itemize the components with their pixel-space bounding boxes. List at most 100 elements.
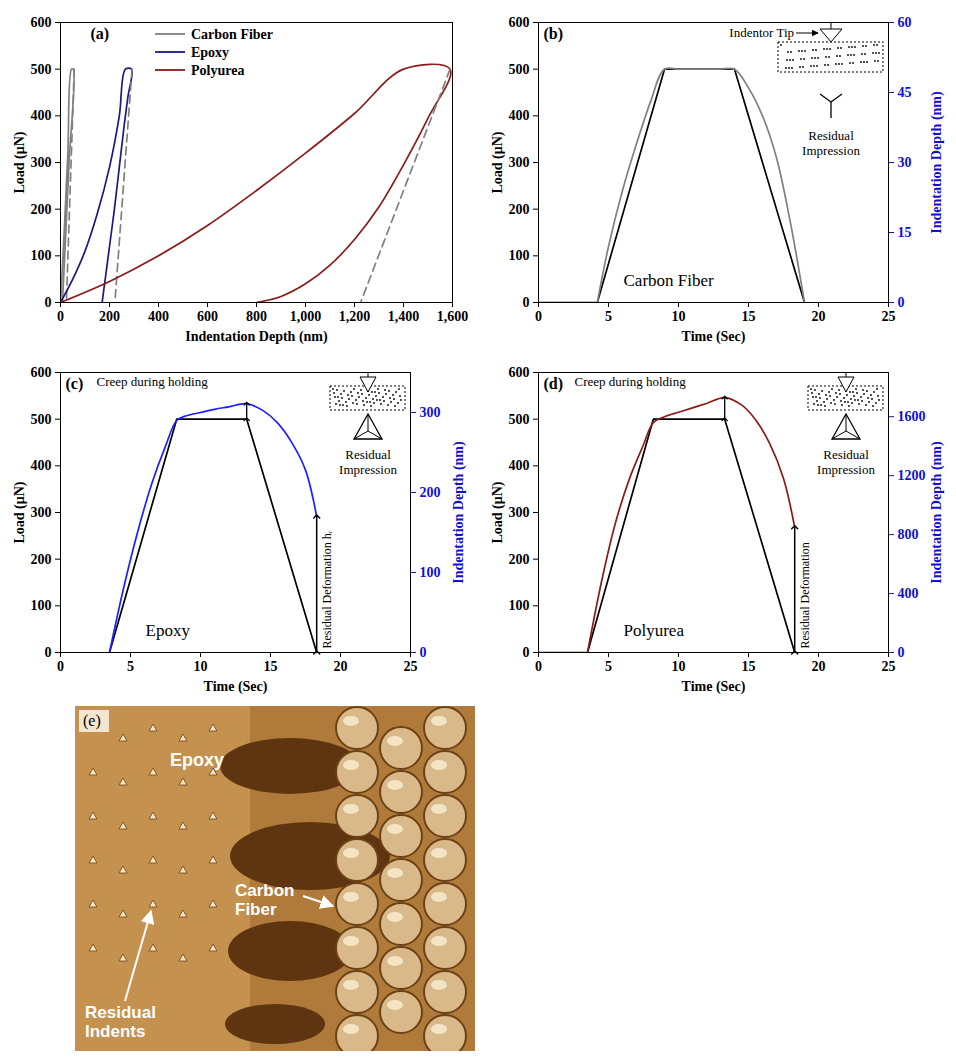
- svg-text:25: 25: [882, 659, 896, 674]
- svg-text:400: 400: [31, 458, 52, 473]
- svg-text:0: 0: [420, 645, 427, 660]
- svg-text:600: 600: [31, 15, 52, 30]
- svg-text:(b): (b): [544, 25, 564, 43]
- svg-text:800: 800: [246, 309, 267, 324]
- svg-text:Indentation Depth (nm): Indentation Depth (nm): [451, 441, 467, 584]
- svg-text:Epoxy: Epoxy: [146, 621, 191, 640]
- svg-text:1,000: 1,000: [290, 309, 322, 324]
- svg-text:Residual: Residual: [823, 447, 869, 462]
- svg-text:0: 0: [523, 295, 530, 310]
- svg-text:20: 20: [812, 659, 826, 674]
- svg-text:Fiber: Fiber: [235, 900, 277, 919]
- svg-text:0: 0: [45, 295, 52, 310]
- svg-text:100: 100: [31, 598, 52, 613]
- svg-text:Load (μN): Load (μN): [12, 481, 28, 543]
- svg-text:5: 5: [127, 659, 134, 674]
- svg-text:Time (Sec): Time (Sec): [682, 329, 746, 345]
- svg-text:500: 500: [31, 62, 52, 77]
- svg-text:600: 600: [509, 365, 530, 380]
- svg-text:300: 300: [509, 155, 530, 170]
- svg-text:200: 200: [420, 485, 441, 500]
- svg-text:500: 500: [509, 62, 530, 77]
- svg-text:Carbon: Carbon: [235, 881, 295, 900]
- svg-text:0: 0: [898, 295, 905, 310]
- svg-text:25: 25: [404, 659, 418, 674]
- svg-text:10: 10: [194, 659, 208, 674]
- svg-text:Time (Sec): Time (Sec): [682, 679, 746, 695]
- svg-text:500: 500: [31, 412, 52, 427]
- svg-text:300: 300: [420, 405, 441, 420]
- svg-text:1200: 1200: [898, 468, 926, 483]
- svg-text:400: 400: [509, 108, 530, 123]
- svg-text:20: 20: [334, 659, 348, 674]
- svg-text:0: 0: [45, 645, 52, 660]
- svg-text:1600: 1600: [898, 409, 926, 424]
- svg-text:Residual Deformation hᵣ: Residual Deformation hᵣ: [320, 530, 334, 648]
- svg-text:0: 0: [523, 645, 530, 660]
- svg-text:400: 400: [509, 458, 530, 473]
- svg-text:Time (Sec): Time (Sec): [204, 679, 268, 695]
- svg-text:Polyurea: Polyurea: [191, 63, 244, 78]
- svg-text:Residual: Residual: [85, 1003, 156, 1022]
- svg-text:20: 20: [812, 309, 826, 324]
- svg-text:Polyurea: Polyurea: [624, 621, 685, 640]
- svg-text:800: 800: [898, 527, 919, 542]
- svg-text:0: 0: [57, 309, 64, 324]
- svg-text:5: 5: [605, 309, 612, 324]
- svg-text:Load (μN): Load (μN): [12, 131, 28, 193]
- svg-text:100: 100: [31, 248, 52, 263]
- svg-text:Residual: Residual: [345, 447, 391, 462]
- svg-text:0: 0: [535, 309, 542, 324]
- svg-text:Indentor Tip: Indentor Tip: [729, 25, 794, 40]
- svg-text:600: 600: [509, 15, 530, 30]
- svg-text:Indentation Depth (nm): Indentation Depth (nm): [185, 329, 328, 345]
- svg-text:(a): (a): [91, 25, 110, 43]
- svg-text:5: 5: [605, 659, 612, 674]
- svg-text:Indents: Indents: [85, 1022, 145, 1041]
- svg-text:600: 600: [197, 309, 218, 324]
- svg-text:Epoxy: Epoxy: [191, 45, 229, 60]
- svg-text:300: 300: [509, 505, 530, 520]
- svg-text:15: 15: [898, 225, 912, 240]
- svg-text:Load (μN): Load (μN): [490, 131, 506, 193]
- svg-text:300: 300: [31, 155, 52, 170]
- svg-text:1,400: 1,400: [388, 309, 420, 324]
- svg-text:100: 100: [420, 565, 441, 580]
- svg-text:300: 300: [31, 505, 52, 520]
- svg-text:Impression: Impression: [802, 143, 860, 158]
- svg-text:Residual: Residual: [808, 128, 854, 143]
- svg-text:Carbon Fiber: Carbon Fiber: [624, 271, 715, 290]
- svg-text:1,600: 1,600: [437, 309, 469, 324]
- svg-text:Epoxy: Epoxy: [170, 750, 224, 770]
- svg-text:200: 200: [509, 552, 530, 567]
- svg-text:25: 25: [882, 309, 896, 324]
- svg-text:1,200: 1,200: [339, 309, 371, 324]
- svg-text:400: 400: [898, 586, 919, 601]
- svg-text:200: 200: [31, 202, 52, 217]
- svg-text:Indentation Depth (nm): Indentation Depth (nm): [929, 91, 945, 234]
- svg-text:600: 600: [31, 365, 52, 380]
- svg-text:100: 100: [509, 598, 530, 613]
- svg-text:15: 15: [742, 309, 756, 324]
- svg-text:400: 400: [31, 108, 52, 123]
- svg-text:500: 500: [509, 412, 530, 427]
- svg-text:Creep during holding: Creep during holding: [97, 374, 209, 389]
- svg-text:0: 0: [898, 645, 905, 660]
- svg-text:(d): (d): [544, 375, 564, 393]
- svg-text:30: 30: [898, 155, 912, 170]
- svg-text:Indentation Depth (nm): Indentation Depth (nm): [929, 441, 945, 584]
- svg-text:Residual Deformation: Residual Deformation: [798, 542, 812, 648]
- svg-text:Load (μN): Load (μN): [490, 481, 506, 543]
- svg-text:Impression: Impression: [817, 462, 875, 477]
- svg-text:Impression: Impression: [339, 462, 397, 477]
- svg-text:(c): (c): [66, 375, 84, 393]
- svg-text:15: 15: [264, 659, 278, 674]
- svg-text:0: 0: [57, 659, 64, 674]
- svg-text:400: 400: [148, 309, 169, 324]
- svg-text:15: 15: [742, 659, 756, 674]
- svg-text:100: 100: [509, 248, 530, 263]
- svg-text:200: 200: [509, 202, 530, 217]
- svg-text:Creep during holding: Creep during holding: [575, 374, 687, 389]
- svg-text:Carbon Fiber: Carbon Fiber: [191, 27, 273, 42]
- svg-text:45: 45: [898, 85, 912, 100]
